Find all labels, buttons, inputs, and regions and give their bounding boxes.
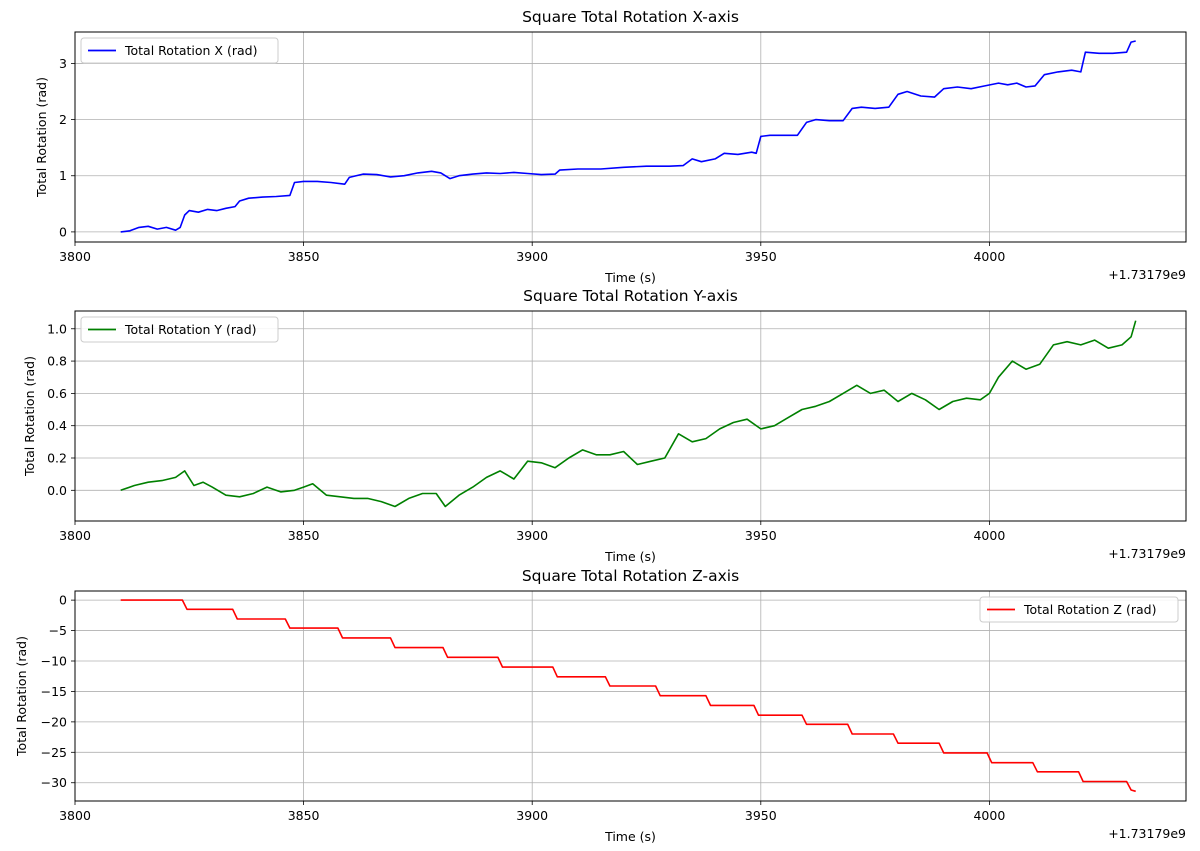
x-tick-label: 3850 [288, 528, 320, 543]
axes-frame [74, 31, 1187, 243]
series-line-1 [120, 40, 1136, 233]
x-tick-label: 3850 [288, 808, 320, 823]
y-tick-label: 1 [59, 168, 67, 183]
y-tick-label: 0.8 [47, 354, 67, 369]
x-tick-label: 3900 [516, 808, 548, 823]
x-offset-label: +1.73179e9 [1108, 826, 1186, 841]
y-tick-label: 3 [59, 56, 67, 71]
x-tick-label: 3900 [516, 249, 548, 264]
chart-title: Square Total Rotation Z-axis [522, 567, 739, 585]
y-tick-label: 1.0 [47, 321, 67, 336]
y-tick-label: 0.6 [47, 386, 67, 401]
x-tick-label: 3950 [745, 808, 777, 823]
subplot-1: 3800 3850 3900 3950 4000 0 1 2 3 Square Total Rot… [34, 8, 1187, 285]
legend: Total Rotation X (rad) [80, 37, 279, 64]
x-axis-label: Time (s) [604, 549, 656, 564]
x-tick-label: 3950 [745, 528, 777, 543]
y-tick-label: 0.0 [47, 483, 67, 498]
x-offset-label: +1.73179e9 [1108, 546, 1186, 561]
series-line-1 [120, 320, 1137, 508]
y-tick-label: 0.4 [47, 418, 67, 433]
subplot-2: 3800 3850 3900 3950 4000 0.0 0.2 0.4 0.6 0.8 1.0 Sq… [22, 287, 1187, 564]
x-offset-label: +1.73179e9 [1108, 267, 1186, 282]
series-line-1 [120, 599, 1136, 793]
y-tick-label: 0.2 [47, 451, 67, 466]
subplot-3: 3800 3850 3900 3950 4000 0 −5 −10 −15 −20 −25 −30 Sq… [14, 567, 1187, 844]
legend-box [979, 596, 1179, 623]
y-tick-label: −5 [49, 623, 67, 638]
chart-title: Square Total Rotation Y-axis [523, 287, 738, 305]
y-tick-label: −15 [41, 684, 67, 699]
x-tick-label: 3800 [59, 249, 91, 264]
x-tick-label: 3800 [59, 808, 91, 823]
y-axis-label: Total Rotation (rad) [22, 356, 37, 477]
y-tick-label: −10 [41, 654, 67, 669]
y-tick-label: 0 [59, 593, 67, 608]
x-tick-label: 3950 [745, 249, 777, 264]
y-tick-label: −30 [41, 775, 67, 790]
x-axis-label: Time (s) [604, 829, 656, 844]
y-tick-label: −20 [41, 714, 67, 729]
axes-frame [74, 310, 1187, 522]
x-tick-label: 3800 [59, 528, 91, 543]
x-tick-label: 4000 [973, 249, 1005, 264]
legend: Total Rotation Y (rad) [80, 316, 279, 343]
axes-frame [74, 590, 1187, 802]
legend-label: Total Rotation X (rad) [124, 43, 257, 58]
x-tick-label: 4000 [973, 808, 1005, 823]
x-axis-label: Time (s) [604, 270, 656, 285]
x-tick-label: 4000 [973, 528, 1005, 543]
legend-label: Total Rotation Y (rad) [124, 322, 257, 337]
y-axis-label: Total Rotation (rad) [34, 77, 49, 198]
chart-title: Square Total Rotation X-axis [522, 8, 739, 26]
y-tick-label: 0 [59, 224, 67, 239]
x-tick-label: 3900 [516, 528, 548, 543]
legend-box [80, 37, 279, 64]
y-tick-label: 2 [59, 112, 67, 127]
x-tick-label: 3850 [288, 249, 320, 264]
y-axis-label: Total Rotation (rad) [14, 636, 29, 757]
legend: Total Rotation Z (rad) [979, 596, 1179, 623]
y-tick-label: −25 [41, 745, 67, 760]
legend-box [80, 316, 279, 343]
legend-label: Total Rotation Z (rad) [1023, 602, 1156, 617]
